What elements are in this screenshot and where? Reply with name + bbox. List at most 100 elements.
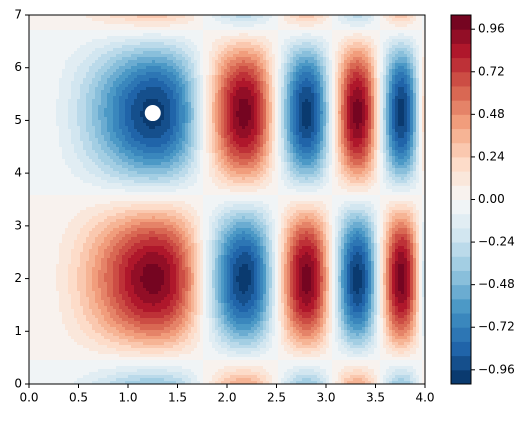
contour-cell — [38, 39, 42, 43]
contour-cell — [383, 24, 387, 28]
contour-cell — [170, 42, 174, 46]
contour-cell — [101, 108, 105, 112]
contour-cell — [332, 69, 336, 73]
contour-cell — [80, 48, 84, 52]
contour-cell — [302, 90, 306, 94]
contour-cell — [143, 120, 147, 124]
contour-cell — [302, 117, 306, 121]
contour-cell — [308, 60, 312, 64]
contour-cell — [368, 72, 372, 76]
contour-cell — [287, 39, 291, 43]
contour-cell — [74, 21, 78, 25]
contour-cell — [305, 84, 309, 88]
contour-cell — [80, 81, 84, 85]
contour-cell — [218, 48, 222, 52]
contour-cell — [152, 36, 156, 40]
contour-cell — [92, 90, 96, 94]
contour-cell — [257, 24, 261, 28]
contour-cell — [50, 90, 54, 94]
contour-cell — [95, 69, 99, 73]
contour-cell — [383, 78, 387, 82]
contour-cell — [245, 87, 249, 91]
contour-cell — [299, 78, 303, 82]
contour-cell — [392, 27, 396, 31]
contour-cell — [200, 108, 204, 112]
contour-cell — [260, 42, 264, 46]
contour-cell — [272, 69, 276, 73]
contour-cell — [98, 51, 102, 55]
contour-cell — [353, 66, 357, 70]
contour-cell — [257, 69, 261, 73]
contour-cell — [182, 30, 186, 34]
contour-cell — [104, 90, 108, 94]
contour-cell — [173, 123, 177, 127]
contour-cell — [335, 27, 339, 31]
contour-cell — [140, 51, 144, 55]
contour-cell — [419, 87, 423, 91]
contour-cell — [371, 18, 375, 22]
contour-cell — [155, 66, 159, 70]
contour-cell — [260, 24, 264, 28]
contour-cell — [260, 66, 264, 70]
contour-cell — [389, 42, 393, 46]
contour-cell — [335, 96, 339, 100]
contour-cell — [173, 75, 177, 79]
contour-cell — [308, 21, 312, 25]
contour-cell — [305, 60, 309, 64]
contour-cell — [68, 72, 72, 76]
contour-cell — [227, 75, 231, 79]
contour-cell — [227, 15, 231, 19]
contour-cell — [341, 42, 345, 46]
contour-cell — [194, 72, 198, 76]
contour-cell — [119, 24, 123, 28]
contour-cell — [350, 96, 354, 100]
contour-cell — [134, 87, 138, 91]
contour-cell — [401, 90, 405, 94]
contour-cell — [101, 39, 105, 43]
contour-cell — [68, 39, 72, 43]
contour-cell — [311, 90, 315, 94]
contour-cell — [395, 66, 399, 70]
contour-cell — [50, 30, 54, 34]
contour-cell — [335, 108, 339, 112]
contour-cell — [245, 81, 249, 85]
contour-cell — [71, 63, 75, 67]
contour-cell — [419, 21, 423, 25]
contour-cell — [356, 117, 360, 121]
contour-cell — [59, 105, 63, 109]
contour-cell — [170, 123, 174, 127]
contour-cell — [68, 60, 72, 64]
contour-cell — [110, 27, 114, 31]
contour-cell — [41, 15, 45, 19]
contour-cell — [365, 21, 369, 25]
contour-cell — [419, 111, 423, 115]
contour-cell — [110, 120, 114, 124]
contour-cell — [329, 87, 333, 91]
contour-cell — [74, 63, 78, 67]
contour-cell — [128, 75, 132, 79]
contour-cell — [380, 117, 384, 121]
contour-cell — [356, 42, 360, 46]
contour-cell — [380, 36, 384, 40]
contour-cell — [332, 45, 336, 49]
contour-cell — [167, 117, 171, 121]
contour-cell — [239, 123, 243, 127]
contour-cell — [179, 90, 183, 94]
contour-cell — [185, 51, 189, 55]
contour-cell — [131, 45, 135, 49]
contour-cell — [56, 117, 60, 121]
contour-cell — [296, 99, 300, 103]
contour-cell — [413, 24, 417, 28]
contour-cell — [86, 69, 90, 73]
contour-cell — [326, 81, 330, 85]
contour-cell — [122, 69, 126, 73]
contour-cell — [257, 30, 261, 34]
contour-cell — [311, 120, 315, 124]
contour-cell — [203, 57, 207, 61]
contour-cell — [35, 84, 39, 88]
contour-cell — [368, 99, 372, 103]
contour-cell — [113, 36, 117, 40]
contour-cell — [323, 105, 327, 109]
contour-cell — [182, 114, 186, 118]
contour-cell — [317, 114, 321, 118]
